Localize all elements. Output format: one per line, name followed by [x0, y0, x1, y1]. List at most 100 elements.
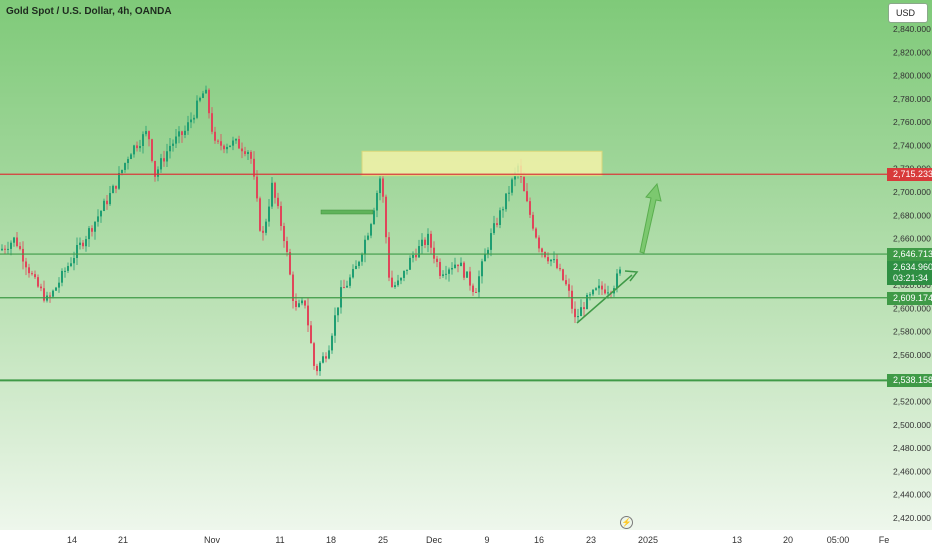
candle — [19, 242, 21, 251]
candle — [100, 209, 102, 223]
candle — [319, 360, 321, 376]
candle — [487, 247, 489, 259]
candle — [283, 222, 285, 248]
candle — [181, 130, 183, 143]
candle — [415, 248, 417, 261]
x-tick-label: 13 — [732, 535, 742, 545]
price-tag: 2,538.158 — [887, 374, 932, 388]
candle — [301, 297, 303, 306]
candle — [373, 207, 375, 225]
candle — [571, 285, 573, 314]
candle — [247, 150, 249, 160]
candle — [499, 207, 501, 229]
candle — [82, 240, 84, 250]
resistance-zone[interactable] — [361, 150, 603, 177]
candle — [13, 236, 15, 247]
candle — [217, 139, 219, 145]
candle — [358, 260, 360, 269]
candle — [334, 307, 336, 343]
candle — [58, 277, 60, 293]
candle — [352, 264, 354, 279]
candle — [439, 258, 441, 280]
y-tick-label: 2,740.000 — [893, 140, 931, 150]
projection-arrow[interactable] — [639, 182, 662, 254]
candle — [565, 274, 567, 286]
candle — [175, 129, 177, 149]
candle — [268, 199, 270, 227]
candle — [115, 185, 117, 194]
candle — [475, 287, 477, 293]
x-tick-label: 18 — [326, 535, 336, 545]
candle — [262, 225, 264, 241]
candle — [79, 237, 81, 250]
drawings-layer — [0, 150, 887, 382]
candle — [349, 274, 351, 289]
candle — [367, 232, 369, 241]
candle — [307, 297, 309, 332]
candle — [280, 201, 282, 231]
y-tick-label: 2,560.000 — [893, 350, 931, 360]
y-tick-label: 2,840.000 — [893, 24, 931, 34]
candle — [538, 235, 540, 253]
candle — [286, 236, 288, 257]
candle — [154, 160, 156, 182]
candle — [97, 209, 99, 227]
candle — [277, 192, 279, 209]
x-tick-label: 25 — [378, 535, 388, 545]
candle — [529, 197, 531, 218]
candle — [388, 232, 390, 282]
y-tick-label: 2,460.000 — [893, 466, 931, 476]
candle — [28, 263, 30, 278]
candle — [118, 166, 120, 190]
candle — [250, 150, 252, 164]
candle — [244, 146, 246, 157]
currency-button[interactable]: USD — [888, 3, 928, 23]
candle — [208, 88, 210, 119]
candle — [535, 227, 537, 239]
candle — [370, 222, 372, 239]
y-tick-label: 2,820.000 — [893, 47, 931, 57]
candle — [385, 194, 387, 244]
candle — [403, 270, 405, 282]
candle — [424, 237, 426, 249]
x-tick-label: 14 — [67, 535, 77, 545]
x-tick-label: 11 — [275, 535, 284, 545]
candle — [271, 177, 273, 209]
price-tag: 2,634.960 03:21:34 — [887, 260, 932, 285]
candle — [448, 267, 450, 282]
candle — [94, 221, 96, 240]
candle — [562, 268, 564, 282]
candle — [298, 299, 300, 308]
y-tick-label: 2,600.000 — [893, 303, 931, 313]
candle — [433, 241, 435, 264]
candle — [361, 252, 363, 266]
candle — [430, 230, 432, 255]
candle — [91, 225, 93, 237]
candle — [436, 255, 438, 268]
candle — [574, 301, 576, 324]
candle — [508, 185, 510, 202]
candle — [289, 248, 291, 276]
candle — [163, 150, 165, 167]
lightning-icon[interactable]: ⚡ — [620, 516, 633, 529]
candle — [604, 283, 606, 295]
trendline-arrowhead — [624, 270, 639, 282]
candle — [160, 153, 162, 173]
y-tick-label: 2,520.000 — [893, 397, 931, 407]
candle — [553, 251, 555, 264]
y-tick-label: 2,420.000 — [893, 513, 931, 523]
candle — [532, 211, 534, 231]
candle — [220, 133, 222, 151]
candle — [265, 218, 267, 236]
candle — [397, 274, 399, 287]
candle — [451, 262, 453, 275]
marker-bar[interactable] — [320, 209, 374, 215]
y-tick-label: 2,780.000 — [893, 94, 931, 104]
candle — [313, 341, 315, 370]
y-tick-label: 2,580.000 — [893, 327, 931, 337]
trendline[interactable] — [576, 274, 633, 324]
candle — [550, 259, 552, 267]
candle — [202, 90, 204, 99]
candle — [322, 352, 324, 364]
